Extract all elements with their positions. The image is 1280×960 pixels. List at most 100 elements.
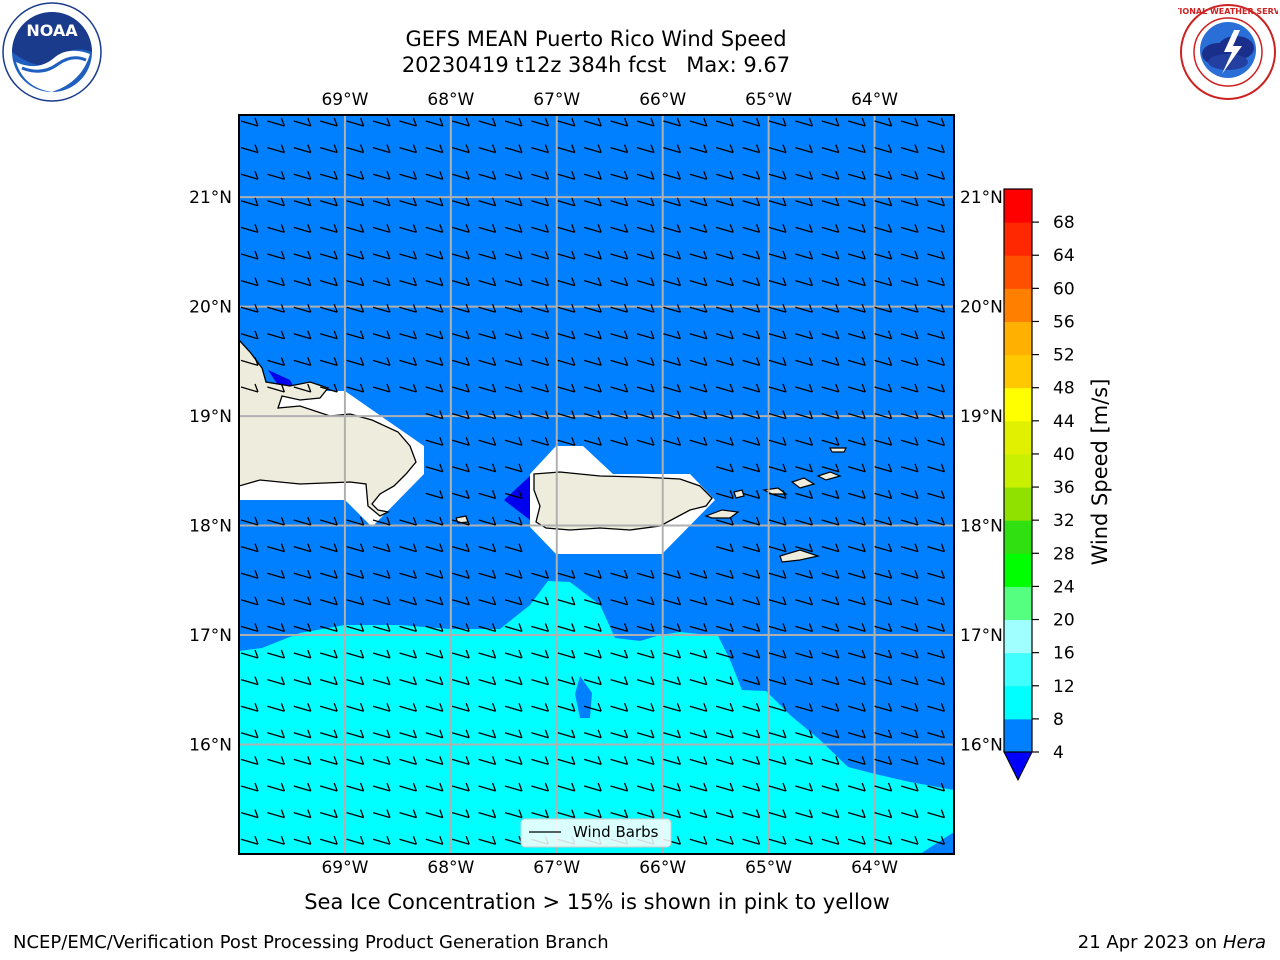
wind-barb — [240, 224, 259, 234]
wind-barb — [927, 144, 946, 154]
wind-barb — [478, 357, 497, 367]
wind-barb — [346, 809, 365, 819]
wind-barb — [425, 463, 444, 473]
wind-barb — [320, 782, 338, 792]
wind-barb — [504, 410, 523, 420]
wind-barb — [425, 569, 444, 579]
wind-barb — [848, 543, 866, 553]
wind-barb — [821, 516, 840, 526]
wind-barb — [346, 144, 365, 154]
wind-barb — [795, 809, 814, 819]
wind-barb — [663, 250, 682, 260]
wind-barb — [689, 623, 708, 633]
wind-barb — [874, 809, 893, 819]
wind-barb — [452, 543, 470, 553]
wind-barb — [452, 756, 470, 766]
wind-barb — [372, 835, 391, 845]
wind-barb — [900, 835, 919, 845]
wind-barb — [821, 596, 840, 606]
wind-barb — [768, 596, 787, 606]
wind-barb — [610, 303, 629, 313]
wind-barb — [452, 224, 470, 234]
wind-barb — [768, 729, 787, 739]
wind-barb — [716, 117, 734, 127]
wind-barb — [478, 756, 497, 766]
wind-barb — [953, 226, 954, 229]
wind-barb — [689, 357, 708, 367]
legend-label: Wind Barbs — [573, 823, 659, 841]
wind-barb — [293, 543, 312, 553]
wind-barb — [452, 702, 470, 712]
lat-label-left: 19°N — [189, 407, 232, 427]
wind-barb — [531, 649, 550, 659]
wind-barb — [504, 809, 523, 819]
wind-barb — [795, 277, 814, 287]
wind-barb — [531, 809, 550, 819]
lat-label-left: 17°N — [189, 626, 232, 646]
wind-barb — [927, 729, 946, 739]
wind-barb — [636, 330, 655, 340]
wind-barb — [346, 250, 365, 260]
wind-barb — [293, 782, 312, 792]
wind-barb — [927, 596, 946, 606]
wind-barb — [557, 649, 576, 659]
wind-barb — [742, 250, 761, 260]
svg-text:NATIONAL WEATHER SERVICE: NATIONAL WEATHER SERVICE — [1178, 7, 1278, 16]
colorbar-bin — [1004, 222, 1032, 256]
wind-barb — [716, 303, 734, 313]
wind-barb — [267, 782, 286, 792]
wind-barb — [663, 782, 682, 792]
wind-barb — [399, 516, 418, 526]
wind-barb — [900, 170, 919, 180]
wind-barb — [425, 250, 444, 260]
wind-barb — [610, 144, 629, 154]
wind-barb — [504, 596, 523, 606]
wind-barb — [927, 357, 946, 367]
wind-barb — [478, 623, 497, 633]
wind-barb — [240, 676, 259, 686]
wind-barb — [636, 197, 655, 207]
wind-barb — [240, 623, 259, 633]
wind-barb — [425, 170, 444, 180]
wind-barb — [953, 279, 954, 282]
wind-barb — [663, 596, 682, 606]
wind-barb — [504, 357, 523, 367]
wind-barb — [610, 436, 629, 446]
wind-barb — [584, 756, 602, 766]
wind-barb — [953, 652, 954, 654]
wind-barb — [399, 303, 418, 313]
svg-text:NOAA: NOAA — [26, 21, 78, 40]
wind-barb — [557, 596, 576, 606]
wind-barb — [372, 543, 391, 553]
wind-barb — [768, 676, 787, 686]
wind-barb — [557, 756, 576, 766]
wind-barb — [372, 569, 391, 579]
wind-barb — [320, 117, 338, 127]
wind-barb — [742, 596, 761, 606]
wind-barb — [874, 516, 893, 526]
footer-date-text: 21 Apr 2023 on — [1077, 932, 1223, 953]
wind-barb — [742, 702, 761, 712]
wind-barb — [584, 676, 602, 686]
wind-barb — [742, 436, 761, 446]
wind-barb — [874, 649, 893, 659]
islands — [455, 447, 847, 563]
wind-barb — [240, 729, 259, 739]
wind-barb — [610, 782, 629, 792]
wind-barb — [399, 569, 418, 579]
wind-barb — [795, 463, 814, 473]
wind-barb — [267, 516, 286, 526]
wind-barb — [504, 729, 523, 739]
wind-barb — [795, 623, 814, 633]
wind-barb — [900, 756, 919, 766]
wind-barb — [795, 170, 814, 180]
wind-barb — [293, 224, 312, 234]
map-title: GEFS MEAN Puerto Rico Wind Speed — [405, 27, 787, 51]
wind-barb — [689, 410, 708, 420]
wind-barb — [927, 702, 946, 712]
wind-barb — [610, 623, 629, 633]
wind-barb — [610, 702, 629, 712]
wind-barb — [689, 702, 708, 712]
wind-barb — [452, 676, 470, 686]
wind-barb — [689, 250, 708, 260]
